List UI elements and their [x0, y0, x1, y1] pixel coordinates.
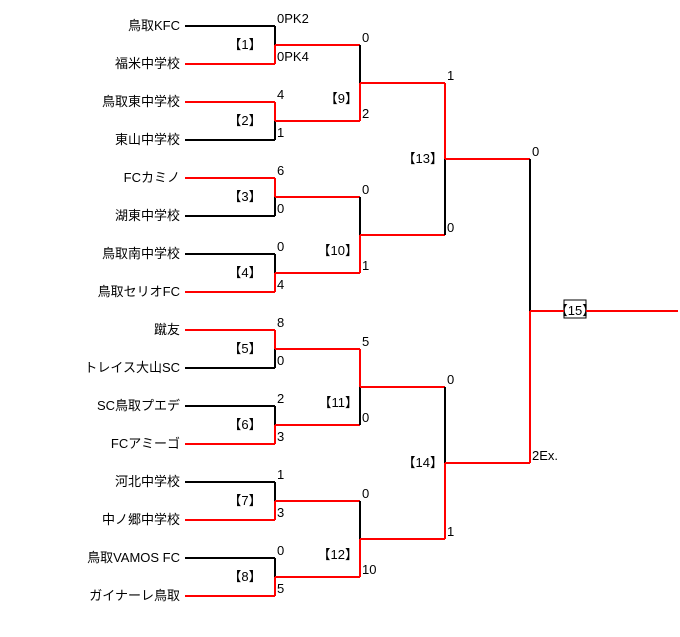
team-name: ガイナーレ鳥取 — [89, 588, 180, 603]
team-name: FCアミーゴ — [111, 436, 180, 451]
team-name: 福米中学校 — [115, 56, 180, 71]
match-no: 【2】 — [228, 113, 261, 128]
r1-score: 1 — [277, 125, 284, 140]
team-name: 鳥取KFC — [128, 18, 180, 33]
match-no: 【3】 — [228, 189, 261, 204]
r4-score: 2Ex. — [532, 448, 558, 463]
match-no: 【5】 — [228, 341, 261, 356]
match-no: 【6】 — [228, 417, 261, 432]
match-no: 【9】 — [325, 91, 358, 106]
r1-score: 0PK2 — [277, 11, 309, 26]
team-name: 河北中学校 — [115, 474, 180, 489]
match-no: 【8】 — [228, 569, 261, 584]
r1-score: 2 — [277, 391, 284, 406]
r3-score: 0 — [447, 220, 454, 235]
r1-score: 1 — [277, 467, 284, 482]
r3-score: 0 — [447, 372, 454, 387]
r2-score: 0 — [362, 182, 369, 197]
team-name: 蹴友 — [154, 322, 180, 337]
r2-score: 0 — [362, 410, 369, 425]
r2-score: 0 — [362, 486, 369, 501]
r3-score: 1 — [447, 68, 454, 83]
r1-score: 3 — [277, 429, 284, 444]
match-no: 【1】 — [228, 37, 261, 52]
match-no: 【4】 — [228, 265, 261, 280]
r1-score: 3 — [277, 505, 284, 520]
tournament-bracket: 鳥取KFC 0PK2 福米中学校 0PK4 鳥取東中学校 4 東山中学校 1 FCカミノ 6 湖東中… — [0, 0, 680, 637]
r1-score: 0 — [277, 353, 284, 368]
r1-score: 0 — [277, 543, 284, 558]
team-name: SC鳥取プエデ — [97, 398, 180, 413]
match-no: 【12】 — [318, 547, 358, 562]
r4-score: 0 — [532, 144, 539, 159]
r1-score: 4 — [277, 87, 284, 102]
match-no: 【11】 — [319, 395, 359, 410]
r2-score: 10 — [362, 562, 376, 577]
team-name: FCカミノ — [124, 170, 180, 185]
match-no: 【7】 — [228, 493, 261, 508]
match-no: 【10】 — [318, 243, 358, 258]
team-name: トレイス大山SC — [84, 360, 180, 375]
r1-score: 8 — [277, 315, 284, 330]
team-name: 鳥取南中学校 — [102, 246, 180, 261]
team-name: 湖東中学校 — [115, 208, 180, 223]
r1-score: 4 — [277, 277, 284, 292]
team-name: 中ノ郷中学校 — [102, 512, 180, 527]
team-name: 鳥取セリオFC — [98, 284, 180, 299]
r2-score: 5 — [362, 334, 369, 349]
match-no: 【14】 — [403, 455, 443, 470]
r2-score: 0 — [362, 30, 369, 45]
r1-score: 0 — [277, 201, 284, 216]
team-name: 鳥取VAMOS FC — [87, 550, 180, 565]
r3-score: 1 — [447, 524, 454, 539]
r2-score: 2 — [362, 106, 369, 121]
r1-score: 6 — [277, 163, 284, 178]
match-no: 【13】 — [403, 151, 443, 166]
r1-score: 5 — [277, 581, 284, 596]
team-name: 東山中学校 — [115, 132, 180, 147]
r1-score: 0PK4 — [277, 49, 309, 64]
r1-score: 0 — [277, 239, 284, 254]
r2-score: 1 — [362, 258, 369, 273]
team-name: 鳥取東中学校 — [102, 94, 180, 109]
